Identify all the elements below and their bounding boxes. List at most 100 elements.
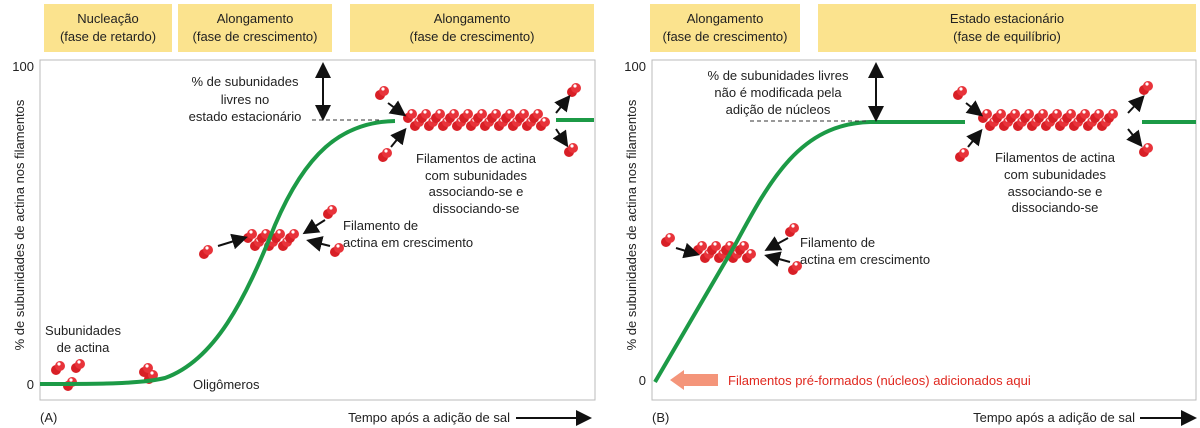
phase-label: Alongamento [687,11,764,26]
lobe [477,109,487,119]
highlight [507,110,511,114]
subunit [536,117,550,131]
y-tick-label: 100 [12,59,34,74]
phase-box [350,4,594,52]
subunit [487,109,501,123]
lobe [1066,109,1076,119]
y-tick-label: 0 [27,377,34,392]
arrow [966,128,983,148]
subunit [953,86,967,100]
phase-label: (fase de retardo) [60,29,156,44]
highlight [263,230,267,234]
highlight [794,262,798,266]
phase-label: (fase de crescimento) [410,29,535,44]
subunit [271,229,285,243]
lobe [746,249,756,259]
highlight [699,242,703,246]
lobe [463,109,473,119]
lobe [1038,109,1048,119]
lobe [407,109,417,119]
phase-label: (fase de equilíbrio) [953,29,1061,44]
highlight [1145,82,1149,86]
subunit [378,148,392,162]
subunit [1139,143,1153,157]
lobe [449,109,459,119]
panel-a: Nucleação (fase de retardo) Alongamento … [12,4,596,426]
subunit [431,109,445,123]
subunit [199,245,213,259]
subunit [515,109,529,123]
highlight [493,110,497,114]
panel-b: Alongamento (fase de crescimento) Estado… [624,4,1197,426]
y-axis-label: % de subunidades de actina nos filamento… [12,99,27,350]
y-tick-label: 100 [624,59,646,74]
arrow [965,100,984,117]
subunit [323,205,337,219]
highlight [1068,110,1072,114]
highlight [249,230,253,234]
highlight [1110,110,1114,114]
highlight [291,230,295,234]
label: com subunidades [1004,167,1106,182]
highlight [1026,110,1030,114]
lobe [789,223,799,233]
highlight [77,360,81,364]
highlight [465,110,469,114]
lobe [505,109,515,119]
highlight [984,110,988,114]
highlight [1145,144,1149,148]
label: Oligômeros [193,377,260,392]
highlight [727,242,731,246]
lobe [996,109,1006,119]
label: dissociando-se [1012,200,1099,215]
highlight [329,206,333,210]
lobe [435,109,445,119]
highlight [277,230,281,234]
subunit [529,109,543,123]
lobe [1024,109,1034,119]
lobe [327,205,337,215]
highlight [1054,110,1058,114]
label: livres no [221,92,269,107]
phase-box [818,4,1196,52]
lobe [289,229,299,239]
subunit [459,109,473,123]
arrow [306,236,331,252]
highlight [336,244,340,248]
subunit [473,109,487,123]
phase-box [44,4,172,52]
lobe [1094,109,1104,119]
subunit [51,361,65,375]
label: % de subunidades livres [708,68,849,83]
lobe [1010,109,1020,119]
subunit [1090,109,1104,123]
label: adição de núcleos [726,102,831,117]
phase-label: Alongamento [217,11,294,26]
label: com subunidades [425,168,527,183]
subunit [785,223,799,237]
subunit [445,109,459,123]
highlight [384,149,388,153]
subunit [285,229,299,243]
lobe [1080,109,1090,119]
highlight [205,246,209,250]
arrow [302,218,326,235]
arrow [675,242,700,259]
subunit [735,241,749,255]
subunit [71,359,85,373]
phase-label: (fase de crescimento) [663,29,788,44]
lobe [1143,81,1153,91]
lobe [571,83,581,93]
highlight [791,224,795,228]
label: Filamento de [343,218,418,233]
highlight [145,364,149,368]
lobe [959,148,969,158]
arrow [554,94,571,114]
subunit [1020,109,1034,123]
highlight [479,110,483,114]
lobe [697,241,707,251]
lobe [75,359,85,369]
arrow [217,233,248,250]
highlight [423,110,427,114]
